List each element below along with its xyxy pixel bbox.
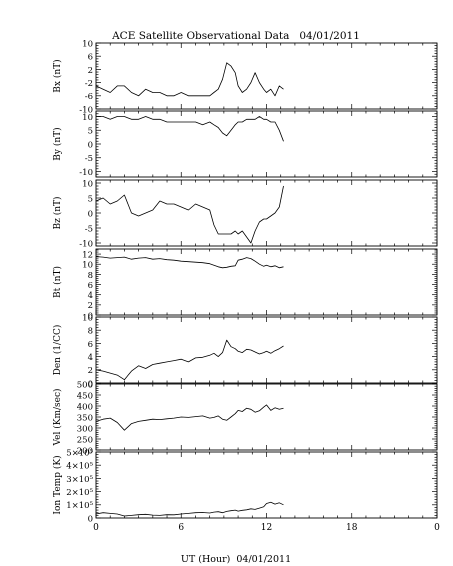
y-tick-label: 8 xyxy=(88,271,93,281)
data-series-line xyxy=(95,501,284,517)
y-tick-label: -6 xyxy=(85,92,93,102)
y-axis-title: Vel (Km/sec) xyxy=(52,388,63,446)
data-series-line xyxy=(95,185,284,244)
panel-2: -10 -5 0 5 10 By (nT) xyxy=(52,110,438,178)
panel-3: -10 -5 0 5 10 Bz (nT) xyxy=(52,179,438,249)
y-tick-label: -10 xyxy=(79,168,93,178)
x-tick-label: 0 xyxy=(434,523,440,533)
y-tick-label: 8 xyxy=(88,327,93,337)
y-tick-label: 500 xyxy=(77,380,93,390)
y-tick-label: 1×10⁵ xyxy=(66,501,93,511)
y-tick-label: 450 xyxy=(77,391,93,401)
x-tick-label: 12 xyxy=(261,523,272,533)
y-axis-title: Ion Temp (K) xyxy=(52,455,63,514)
y-tick-label: 12 xyxy=(82,250,93,260)
y-axis-title: Bx (nT) xyxy=(52,59,63,92)
y-tick-label: 3×10⁵ xyxy=(66,475,93,485)
y-tick-label: 5×10⁵ xyxy=(66,448,93,458)
y-tick-label: 2 xyxy=(88,301,93,311)
y-tick-label: 6 xyxy=(88,340,93,350)
x-tick-label: 0 xyxy=(93,523,99,533)
x-axis-label: UT (Hour) 04/01/2011 xyxy=(181,554,291,565)
y-tick-label: 0 xyxy=(88,311,93,321)
y-tick-label: 2 xyxy=(88,366,93,376)
y-tick-label: 4 xyxy=(88,353,93,363)
y-axis-title: Den (1/CC) xyxy=(52,325,63,376)
y-tick-label: 0 xyxy=(88,379,93,389)
y-tick-label: 400 xyxy=(77,402,93,412)
y-axis-title: By (nT) xyxy=(52,127,63,160)
y-tick-label: -5 xyxy=(85,154,93,164)
y-tick-label: -5 xyxy=(85,224,93,234)
y-tick-label: 6 xyxy=(88,53,93,63)
y-axis-title: Bt (nT) xyxy=(52,266,63,298)
data-series-line xyxy=(95,404,284,431)
data-series-line xyxy=(96,116,284,142)
y-tick-label: -10 xyxy=(79,239,93,249)
y-tick-label: 0 xyxy=(88,514,93,524)
y-tick-label: 300 xyxy=(77,424,93,434)
y-tick-label: 10 xyxy=(82,261,93,271)
x-tick-label: 18 xyxy=(346,523,358,533)
y-tick-label: 350 xyxy=(77,413,93,423)
y-tick-label: 250 xyxy=(77,435,93,445)
y-tick-label: 10 xyxy=(82,179,93,189)
panel-5: 0 2 4 6 8 10 Den (1/CC) xyxy=(52,313,438,389)
y-tick-label: -10 xyxy=(79,105,93,115)
y-tick-label: 2 xyxy=(88,66,93,76)
y-axis-title: Bz (nT) xyxy=(52,196,63,229)
data-series-line xyxy=(95,62,284,97)
y-tick-label: 2×10⁵ xyxy=(66,488,93,498)
data-series-line xyxy=(95,339,284,381)
y-tick-label: 4 xyxy=(88,291,93,301)
y-tick-label: 5 xyxy=(88,127,93,137)
y-tick-label: 10 xyxy=(82,39,93,49)
y-tick-label: 6 xyxy=(88,281,93,291)
data-series-line xyxy=(95,256,284,269)
panels: -10 -6 -2 2 6 10 Bx (nT) -10 -5 0 5 10 By (nT) -10 -5 0… xyxy=(52,39,440,533)
y-tick-label: 0 xyxy=(88,209,93,219)
y-tick-label: 10 xyxy=(82,313,93,323)
y-tick-label: 4×10⁵ xyxy=(66,462,93,472)
y-tick-label: 200 xyxy=(77,446,93,456)
panel-1: -10 -6 -2 2 6 10 Bx (nT) xyxy=(52,39,438,115)
y-tick-label: 5 xyxy=(88,194,93,204)
chart-title: ACE Satellite Observational Data 04/01/2… xyxy=(111,30,360,42)
y-tick-label: 10 xyxy=(82,113,93,123)
x-tick-label: 6 xyxy=(178,523,184,533)
y-tick-label: -2 xyxy=(85,79,93,89)
y-tick-label: 0 xyxy=(88,140,93,150)
